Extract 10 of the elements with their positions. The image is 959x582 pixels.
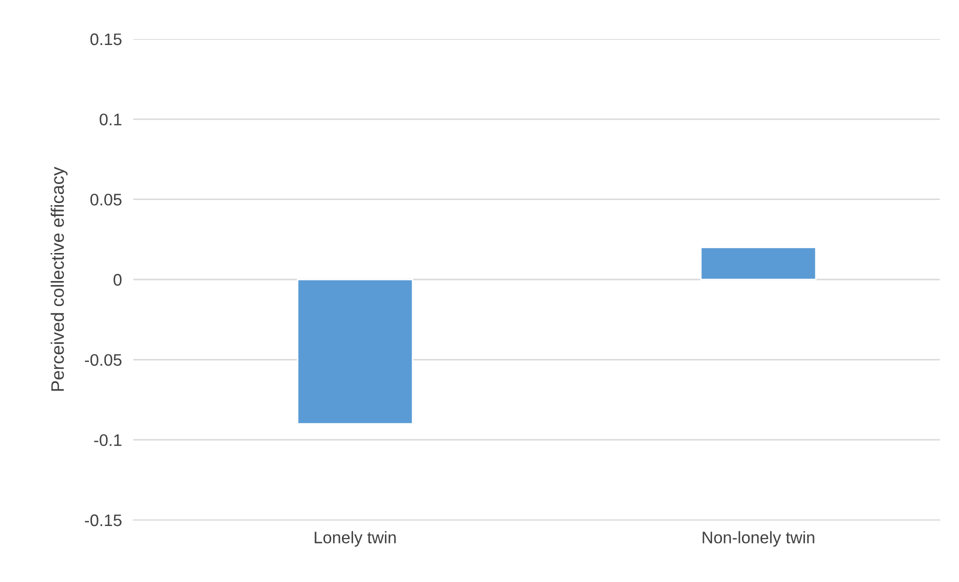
y-tick-label: -0.05 [84, 354, 122, 366]
y-axis-title: Perceived collective efficacy [50, 166, 68, 391]
y-tick-label: -0.15 [84, 514, 122, 526]
y-tick-label: -0.1 [94, 434, 122, 446]
y-tick-label: 0.05 [90, 194, 122, 206]
x-tick-label: Non-lonely twin [702, 531, 814, 547]
y-tick-label: 0.15 [90, 33, 122, 46]
x-tick-label: Lonely twin [314, 531, 396, 547]
y-tick-label: 0 [114, 274, 122, 286]
y-tick-label: 0.1 [100, 114, 122, 126]
